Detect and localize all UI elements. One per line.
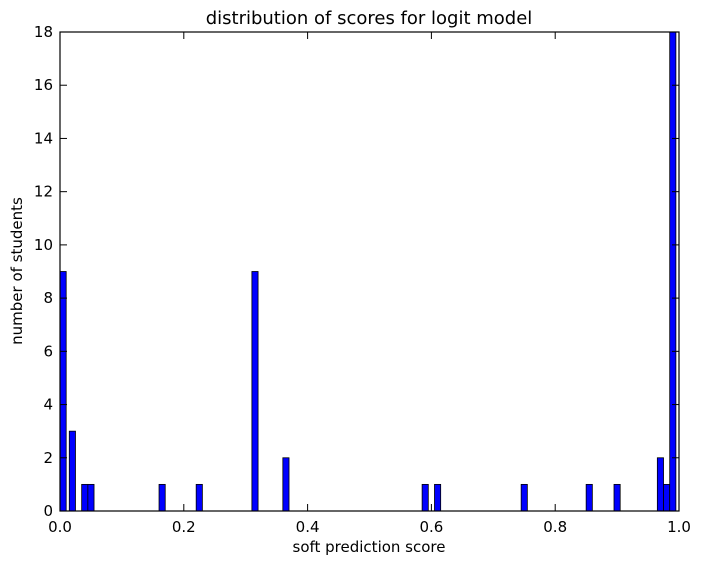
x-tick-label: 0.8 bbox=[543, 518, 567, 536]
y-tick-label: 10 bbox=[34, 236, 53, 254]
histogram-bar bbox=[434, 483, 442, 512]
y-tick-label: 2 bbox=[43, 449, 53, 467]
histogram-bar bbox=[158, 483, 166, 512]
y-tick-label: 16 bbox=[34, 76, 53, 94]
x-tick-label: 0.6 bbox=[419, 518, 443, 536]
histogram-bar bbox=[68, 430, 76, 512]
y-tick-label: 12 bbox=[34, 183, 53, 201]
x-tick-label: 0.0 bbox=[48, 518, 72, 536]
y-tick-label: 14 bbox=[34, 129, 53, 147]
y-tick-label: 6 bbox=[43, 342, 53, 360]
histogram-bar bbox=[613, 483, 621, 512]
y-tick-label: 4 bbox=[43, 396, 53, 414]
x-tick-label: 0.2 bbox=[172, 518, 196, 536]
histogram-bar bbox=[81, 483, 89, 512]
histogram-bar bbox=[87, 483, 95, 512]
x-tick-label: 0.4 bbox=[296, 518, 320, 536]
histogram-bar bbox=[669, 31, 677, 512]
y-axis-label: number of students bbox=[8, 197, 26, 345]
histogram-bar bbox=[585, 483, 593, 512]
histogram-bar bbox=[421, 483, 429, 512]
histogram-bar bbox=[195, 483, 203, 512]
y-tick-label: 18 bbox=[34, 23, 53, 41]
histogram-bar bbox=[59, 271, 67, 512]
histogram-bar bbox=[520, 483, 528, 512]
histogram-bar bbox=[663, 483, 671, 512]
plot-frame bbox=[59, 31, 680, 512]
x-tick-label: 1.0 bbox=[667, 518, 691, 536]
histogram-bar bbox=[656, 457, 664, 512]
y-tick-label: 0 bbox=[43, 502, 53, 520]
bars-group bbox=[59, 31, 677, 512]
x-axis-label: soft prediction score bbox=[293, 538, 446, 556]
histogram-bar bbox=[251, 271, 259, 512]
histogram-bar bbox=[282, 457, 290, 512]
chart-title: distribution of scores for logit model bbox=[206, 8, 533, 29]
ticks-group: 0.0 0.2 0.4 0.6 0.8 1.0 0 2 4 6 8 10 12 14 16 18 bbox=[34, 23, 691, 536]
y-tick-label: 8 bbox=[43, 289, 53, 307]
